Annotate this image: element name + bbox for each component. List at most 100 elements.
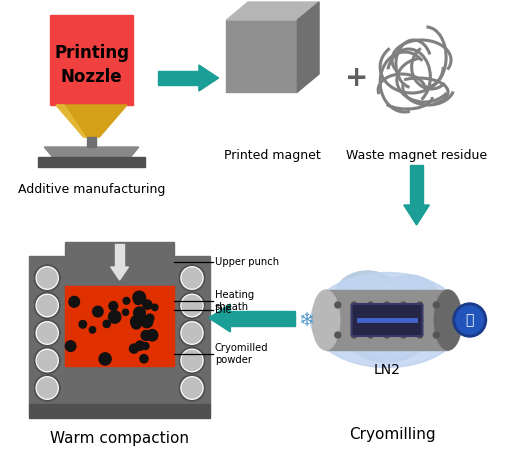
Polygon shape [50,15,133,105]
Polygon shape [56,105,86,137]
Text: Additive manufacturing: Additive manufacturing [18,184,165,197]
Circle shape [122,309,129,315]
Circle shape [401,302,406,308]
Circle shape [141,330,151,340]
Text: Heating
sheath: Heating sheath [215,290,254,312]
Circle shape [92,306,103,317]
Circle shape [351,317,357,323]
Polygon shape [38,157,145,167]
Polygon shape [326,290,448,350]
Circle shape [37,295,57,316]
Circle shape [367,302,374,308]
Ellipse shape [333,277,441,352]
Polygon shape [30,404,210,418]
Circle shape [182,351,202,370]
Circle shape [79,321,87,328]
Circle shape [401,332,406,338]
Circle shape [134,297,141,304]
Circle shape [179,320,205,346]
Circle shape [152,304,158,311]
Circle shape [351,302,357,308]
Circle shape [108,311,121,323]
Circle shape [179,375,205,401]
Circle shape [182,323,202,343]
Ellipse shape [347,280,407,330]
Ellipse shape [414,307,458,339]
Circle shape [133,291,145,304]
Polygon shape [297,2,319,92]
Ellipse shape [409,303,463,343]
Text: ❄: ❄ [298,311,315,330]
Ellipse shape [312,304,363,346]
Polygon shape [209,304,230,332]
Circle shape [131,319,141,329]
Polygon shape [30,256,65,404]
Ellipse shape [317,308,359,342]
Text: Cryomilling: Cryomilling [349,427,435,443]
Circle shape [147,330,158,341]
Circle shape [182,268,202,288]
Circle shape [367,317,374,323]
Circle shape [34,348,60,374]
Circle shape [142,343,149,349]
Ellipse shape [343,284,431,346]
FancyBboxPatch shape [351,304,422,336]
Polygon shape [409,165,424,205]
Text: LN2: LN2 [374,363,401,377]
Circle shape [182,295,202,316]
Circle shape [34,320,60,346]
Circle shape [384,317,390,323]
Text: Cryomilled
powder: Cryomilled powder [215,343,268,365]
Circle shape [34,292,60,318]
Circle shape [134,307,145,319]
Circle shape [89,326,95,333]
Circle shape [146,314,154,322]
Polygon shape [44,147,139,159]
Circle shape [37,268,57,288]
Polygon shape [226,2,319,20]
Circle shape [99,353,111,365]
Circle shape [131,316,142,327]
Ellipse shape [390,292,459,348]
Circle shape [37,323,57,343]
Circle shape [417,317,423,323]
Polygon shape [115,244,124,267]
Circle shape [179,348,205,374]
Ellipse shape [396,297,453,343]
Circle shape [417,302,423,308]
Circle shape [123,297,130,304]
Circle shape [143,300,152,309]
Text: Upper punch: Upper punch [215,257,279,267]
Circle shape [433,302,439,308]
Circle shape [384,302,390,308]
Polygon shape [174,256,210,404]
Polygon shape [87,137,97,147]
Circle shape [135,341,145,350]
Circle shape [65,341,76,352]
Circle shape [335,302,341,308]
Ellipse shape [434,290,462,350]
Circle shape [179,265,205,291]
Circle shape [179,292,205,318]
Polygon shape [111,267,129,280]
Text: Printed magnet: Printed magnet [224,149,321,162]
Circle shape [129,344,139,353]
Circle shape [401,317,406,323]
Circle shape [141,316,153,328]
Circle shape [182,378,202,398]
Ellipse shape [348,312,427,362]
Circle shape [384,332,390,338]
Circle shape [37,378,57,398]
Ellipse shape [340,275,414,335]
Polygon shape [199,65,218,91]
Ellipse shape [354,317,419,357]
Polygon shape [65,366,174,404]
Text: Warm compaction: Warm compaction [50,431,189,445]
Ellipse shape [379,275,438,319]
Text: 🌡: 🌡 [466,313,474,327]
Polygon shape [56,105,127,137]
Polygon shape [230,311,295,326]
Text: Waste magnet residue: Waste magnet residue [346,149,487,162]
Polygon shape [226,20,297,92]
Circle shape [103,320,111,327]
